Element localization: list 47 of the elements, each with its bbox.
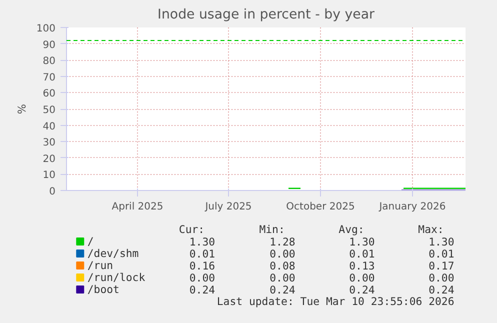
y-tick-label: 90 xyxy=(42,40,56,51)
text: 0.24 xyxy=(349,284,375,296)
text: Last update: Tue Mar 10 23:55:06 2026 xyxy=(216,295,454,308)
legend-label: /boot xyxy=(87,283,120,296)
text: 0.00 xyxy=(270,248,296,260)
y-tick-label: 40 xyxy=(42,121,56,132)
x-tick-label: April 2025 xyxy=(112,202,164,212)
text: 1.30 xyxy=(428,236,454,248)
text: Min: xyxy=(259,223,285,236)
y-tick-label: 50 xyxy=(42,105,56,116)
text: Avg: xyxy=(338,223,364,236)
text: 0.16 xyxy=(189,260,216,272)
text: 0.24 xyxy=(428,284,454,296)
text: 1.30 xyxy=(349,236,375,248)
text: 1.30 xyxy=(189,236,216,248)
legend-label: /run xyxy=(87,259,114,272)
text: 1.28 xyxy=(270,236,296,248)
legend-label: /dev/shm xyxy=(87,247,139,260)
text: 0.24 xyxy=(189,284,216,296)
text: 0.13 xyxy=(349,260,375,272)
text: 0.01 xyxy=(428,248,454,260)
legend-label: / xyxy=(87,235,94,248)
y-tick-label: 30 xyxy=(42,138,56,149)
text: 0.01 xyxy=(349,248,375,260)
x-tick-label: July 2025 xyxy=(204,202,252,212)
y-axis-title: % xyxy=(15,104,28,114)
text: 0.00 xyxy=(189,272,216,284)
y-tick-label: 10 xyxy=(42,170,56,182)
y-tick-label: 60 xyxy=(42,88,56,100)
legend-label: /run/lock xyxy=(87,271,146,284)
text: 0.17 xyxy=(428,260,454,272)
text: 0.00 xyxy=(270,272,296,284)
text: 0.01 xyxy=(189,248,216,260)
text: Max: xyxy=(418,223,444,236)
text: Cur: xyxy=(178,223,205,236)
y-tick-label: 80 xyxy=(42,56,56,68)
x-tick-label: January 2026 xyxy=(378,202,446,212)
text: 0.00 xyxy=(349,272,375,284)
x-tick-label: October 2025 xyxy=(286,202,355,212)
y-tick-label: 100 xyxy=(36,24,56,34)
y-tick-label: 70 xyxy=(42,72,56,84)
y-tick-label: 20 xyxy=(42,154,56,165)
text: 0.24 xyxy=(270,284,296,296)
text: 0.00 xyxy=(428,272,454,284)
chart-title: Inode usage in percent - by year xyxy=(158,8,375,22)
text: 0.08 xyxy=(270,260,296,272)
y-tick-label: 0 xyxy=(49,186,56,198)
